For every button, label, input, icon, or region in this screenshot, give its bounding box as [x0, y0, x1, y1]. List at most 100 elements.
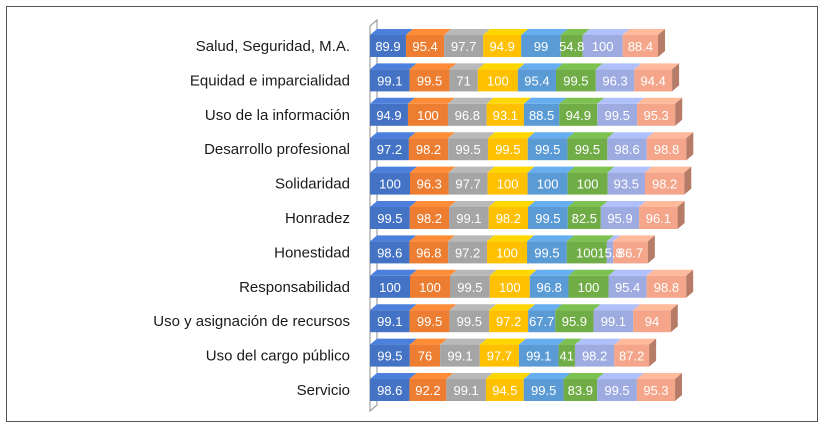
bar-segment-top	[449, 304, 497, 311]
data-label: 99.5	[531, 383, 556, 398]
bar-segment	[568, 275, 609, 298]
bar-segment-top	[370, 269, 417, 276]
bar-segment	[607, 138, 647, 161]
bar-segment-top	[444, 29, 491, 35]
bar-segment	[447, 103, 487, 126]
category-label: Equidad e imparcialidad	[190, 72, 350, 89]
bar-segment-top	[409, 338, 448, 345]
data-label: 76	[418, 349, 432, 364]
bar-segment-top	[523, 373, 571, 379]
bar-segment	[528, 310, 556, 333]
bar-segment	[410, 172, 449, 195]
data-label: 97.2	[496, 314, 521, 329]
bar-segment	[637, 103, 676, 126]
bar-segment-top	[446, 373, 493, 379]
bar-segment	[582, 35, 623, 57]
bar-segment	[487, 138, 528, 161]
bar-segment-top	[559, 97, 605, 104]
bar-segment-top	[567, 201, 608, 207]
bar-segment	[485, 379, 524, 401]
data-label: 98.2	[582, 349, 607, 364]
bar-end-face	[670, 304, 678, 333]
bar-end-face	[649, 338, 657, 367]
data-label: 99.1	[453, 383, 478, 398]
data-label: 99.5	[604, 383, 629, 398]
bar-segment-top	[563, 373, 605, 379]
category-label: Uso de la información	[205, 107, 350, 124]
bar-segment	[449, 207, 489, 229]
bar-segment	[633, 310, 671, 333]
bar-end-face	[684, 166, 692, 195]
bar-segment	[488, 207, 528, 229]
data-label: 99.1	[526, 349, 551, 364]
bar-segment-top	[607, 166, 652, 173]
bar-segment	[646, 275, 687, 298]
bar-segment	[608, 275, 647, 298]
data-label: 54.8	[559, 39, 584, 54]
bar-segment-top	[409, 373, 454, 379]
bar-segment	[448, 241, 488, 264]
bar-segment	[489, 310, 529, 333]
data-label: 99.5	[535, 142, 560, 157]
data-label: 99.5	[455, 142, 480, 157]
bar-segment	[559, 103, 598, 126]
bar-segment	[567, 207, 601, 229]
bar-segment-top	[566, 235, 614, 242]
bar-segment-top	[574, 338, 622, 345]
data-label: 100	[379, 177, 401, 192]
bar-end-face	[672, 63, 680, 92]
bar-segment-top	[409, 63, 457, 70]
bar-segment-top	[622, 29, 666, 35]
bar-segment	[566, 241, 607, 264]
category-label: Uso y asignación de recursos	[153, 313, 350, 330]
bar-segment-top	[614, 338, 657, 345]
data-label: 94	[645, 314, 659, 329]
bar-segment-top	[487, 132, 535, 139]
bar-segment	[409, 344, 441, 367]
bar-segment-top	[370, 166, 417, 173]
bar-segment-top	[409, 235, 456, 242]
bar-segment	[622, 35, 659, 57]
data-label: 99.5	[377, 211, 402, 226]
bar-segment	[523, 103, 560, 126]
bar-segment	[527, 138, 568, 161]
data-label: 98.6	[377, 245, 402, 260]
bar-segment-top	[485, 373, 531, 379]
bar-segment-top	[370, 63, 417, 70]
data-label: 99.1	[377, 314, 402, 329]
data-label: 99.1	[377, 73, 402, 88]
data-label: 100	[417, 108, 439, 123]
bar-segment	[444, 35, 484, 57]
data-label: 92.2	[415, 383, 440, 398]
data-label: 99.1	[601, 314, 626, 329]
bar-segment	[410, 275, 450, 298]
bar-segment	[527, 241, 567, 264]
bar-segment-top	[646, 269, 694, 276]
data-label: 82.5	[572, 211, 597, 226]
bar-segment-top	[555, 304, 601, 311]
bar-segment-top	[448, 166, 495, 173]
bar-segment-top	[408, 132, 456, 139]
bar-segment	[450, 275, 490, 298]
bar-segment-top	[488, 201, 535, 207]
bar-segment	[574, 344, 615, 367]
data-label: 96.8	[537, 280, 562, 295]
bar-segment	[560, 35, 583, 57]
data-label: 97.2	[377, 142, 402, 157]
bar-segment	[449, 69, 478, 92]
bar-segment-top	[521, 29, 568, 35]
data-label: 89.9	[375, 39, 400, 54]
bar-segment-top	[370, 29, 413, 35]
bar-segment-top	[448, 235, 495, 242]
bar-segment	[370, 103, 408, 126]
bar-segment-top	[528, 201, 575, 207]
data-label: 99.1	[456, 211, 481, 226]
data-label: 100	[578, 280, 600, 295]
category-label: Salud, Seguridad, M.A.	[196, 38, 350, 55]
bar-segment	[370, 379, 410, 401]
bar-segment	[370, 172, 410, 195]
bar-segment-top	[449, 63, 485, 70]
data-label: 100	[499, 280, 521, 295]
data-label: 100	[577, 177, 599, 192]
